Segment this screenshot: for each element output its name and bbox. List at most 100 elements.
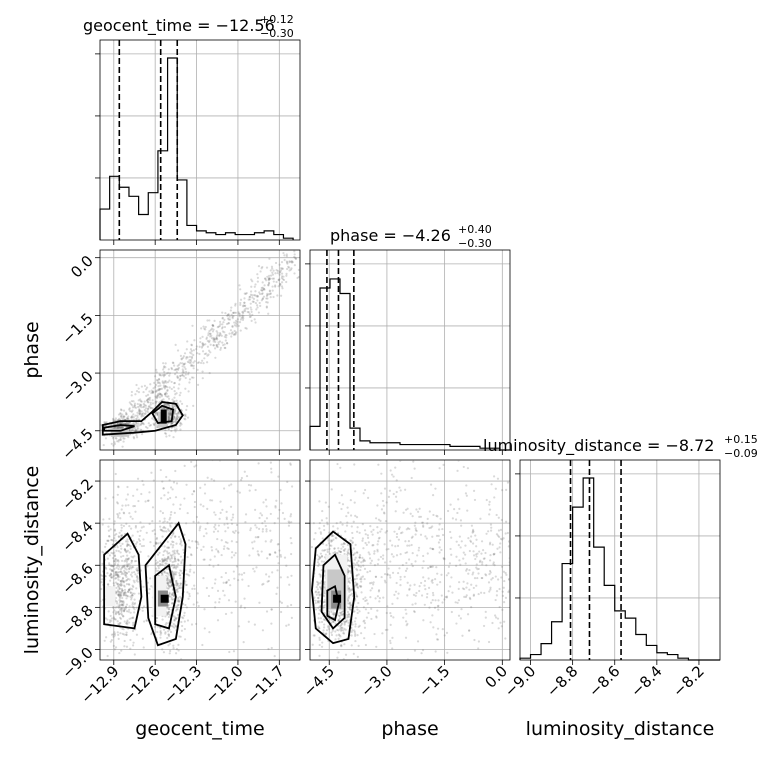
scatter-point — [261, 265, 264, 269]
scatter-point — [267, 279, 270, 282]
scatter-point — [327, 625, 330, 628]
scatter-point — [252, 300, 255, 303]
scatter-point — [423, 603, 426, 606]
scatter-point — [385, 529, 389, 533]
scatter-point — [280, 275, 284, 278]
scatter-point — [468, 588, 471, 591]
scatter-point — [357, 563, 360, 566]
scatter-point — [436, 583, 439, 586]
scatter-point — [440, 594, 443, 597]
scatter-point — [209, 351, 212, 354]
scatter-point — [454, 518, 458, 521]
scatter-point — [124, 411, 128, 414]
scatter-point — [169, 410, 172, 413]
scatter-point — [488, 572, 491, 576]
scatter-point — [369, 525, 372, 528]
scatter-point — [119, 426, 122, 429]
scatter-point — [125, 412, 128, 416]
scatter-point — [97, 560, 99, 562]
scatter-point — [347, 696, 349, 698]
scatter-point — [107, 583, 110, 586]
scatter-point — [205, 361, 209, 364]
scatter-point — [481, 561, 484, 564]
scatter-point — [205, 455, 207, 457]
scatter-point — [115, 532, 118, 536]
scatter-point — [263, 520, 266, 523]
scatter-point — [166, 611, 170, 614]
scatter-point — [181, 558, 184, 562]
scatter-point — [154, 390, 157, 393]
scatter-point — [167, 427, 170, 430]
scatter-point — [158, 388, 162, 391]
scatter-point — [117, 606, 120, 609]
scatter-point — [177, 535, 181, 538]
scatter-point — [447, 590, 450, 593]
scatter-point — [126, 595, 129, 598]
scatter-point — [139, 521, 142, 524]
scatter-point — [131, 534, 134, 537]
scatter-point — [123, 585, 126, 588]
scatter-point — [496, 617, 500, 620]
scatter-point — [463, 595, 466, 598]
scatter-point — [184, 415, 187, 418]
scatter-point — [171, 546, 174, 549]
histogram-step — [309, 278, 510, 451]
scatter-point — [131, 556, 135, 559]
scatter-point — [342, 631, 345, 635]
scatter-point — [160, 394, 164, 397]
scatter-point — [171, 421, 174, 424]
scatter-point — [507, 540, 510, 543]
scatter-point — [117, 574, 120, 578]
scatter-point — [162, 398, 165, 401]
contour-mid — [320, 553, 346, 630]
scatter-point — [163, 393, 167, 396]
scatter-point — [437, 541, 441, 544]
scatter-point — [230, 483, 233, 486]
scatter-point — [465, 494, 468, 497]
scatter-point — [431, 614, 434, 617]
scatter-points — [100, 250, 300, 448]
scatter-point — [163, 432, 167, 435]
scatter-point — [490, 483, 493, 486]
scatter-point — [456, 469, 459, 472]
scatter-point — [316, 601, 320, 604]
scatter-point — [201, 345, 204, 348]
scatter-point — [421, 521, 424, 524]
scatter-point — [129, 402, 132, 406]
scatter-point — [125, 610, 129, 613]
scatter-point — [221, 317, 224, 320]
scatter-point — [350, 592, 354, 595]
scatter-point — [121, 504, 124, 507]
scatter-point — [184, 376, 187, 380]
scatter-point — [135, 422, 139, 426]
scatter-point — [387, 567, 390, 570]
scatter-point — [321, 537, 324, 540]
scatter-point — [223, 343, 226, 346]
scatter-point — [505, 573, 508, 576]
scatter-point — [414, 533, 417, 536]
scatter-point — [168, 409, 172, 412]
scatter-point — [367, 611, 370, 615]
scatter-point — [508, 578, 510, 581]
scatter-point — [212, 337, 216, 340]
scatter-point — [114, 618, 117, 621]
scatter-point — [168, 379, 171, 382]
scatter-point — [129, 515, 132, 518]
scatter-point — [225, 336, 228, 339]
scatter-point — [238, 321, 242, 324]
scatter-point — [468, 629, 471, 632]
scatter-point — [339, 521, 342, 524]
scatter-point — [493, 552, 496, 556]
scatter-point — [175, 588, 178, 592]
scatter-point — [217, 341, 220, 344]
scatter-point — [220, 553, 223, 557]
scatter-point — [128, 583, 131, 586]
scatter-point — [144, 412, 147, 415]
scatter-point — [115, 549, 118, 552]
scatter-point — [333, 613, 336, 616]
scatter-point — [100, 574, 103, 577]
scatter-point — [162, 454, 164, 456]
scatter-point — [218, 332, 222, 335]
scatter-point — [170, 387, 173, 391]
scatter-point — [203, 627, 206, 630]
